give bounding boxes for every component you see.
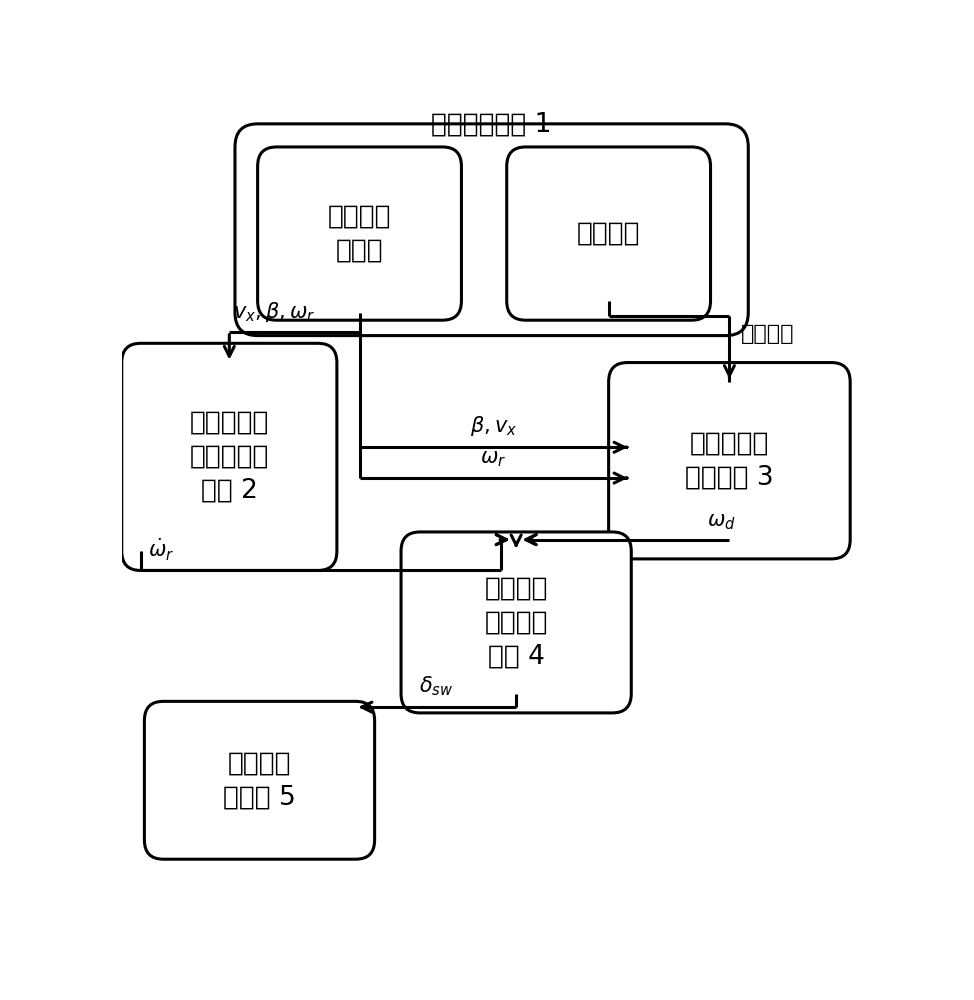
FancyBboxPatch shape: [235, 124, 748, 336]
Text: $\omega_r$: $\omega_r$: [480, 449, 506, 469]
FancyBboxPatch shape: [401, 532, 631, 713]
Text: 分段仿射二
自由度模型
模块 2: 分段仿射二 自由度模型 模块 2: [190, 410, 269, 504]
Text: $\dot{\omega}_r$: $\dot{\omega}_r$: [148, 536, 174, 563]
Text: 车辆状态
传感器: 车辆状态 传感器: [328, 204, 392, 264]
FancyBboxPatch shape: [122, 343, 337, 570]
FancyBboxPatch shape: [609, 363, 850, 559]
Text: $v_x,\beta,\omega_r$: $v_x,\beta,\omega_r$: [233, 300, 316, 324]
FancyBboxPatch shape: [144, 701, 375, 859]
FancyBboxPatch shape: [257, 147, 462, 320]
FancyBboxPatch shape: [506, 147, 711, 320]
Text: 环境感知模块 1: 环境感知模块 1: [431, 112, 552, 138]
Text: 期望路径: 期望路径: [741, 324, 794, 344]
Text: 下位机执
行模块 5: 下位机执 行模块 5: [223, 750, 296, 810]
Text: 最优驾驶员
模型模块 3: 最优驾驶员 模型模块 3: [685, 431, 773, 491]
Text: $\omega_d$: $\omega_d$: [707, 512, 735, 532]
Text: $\delta_{sw}$: $\delta_{sw}$: [419, 674, 453, 698]
Text: 工业相机: 工业相机: [577, 221, 640, 247]
Text: $\beta,v_x$: $\beta,v_x$: [469, 414, 517, 438]
Text: 模糊滑模
控制算法
模块 4: 模糊滑模 控制算法 模块 4: [484, 575, 548, 669]
